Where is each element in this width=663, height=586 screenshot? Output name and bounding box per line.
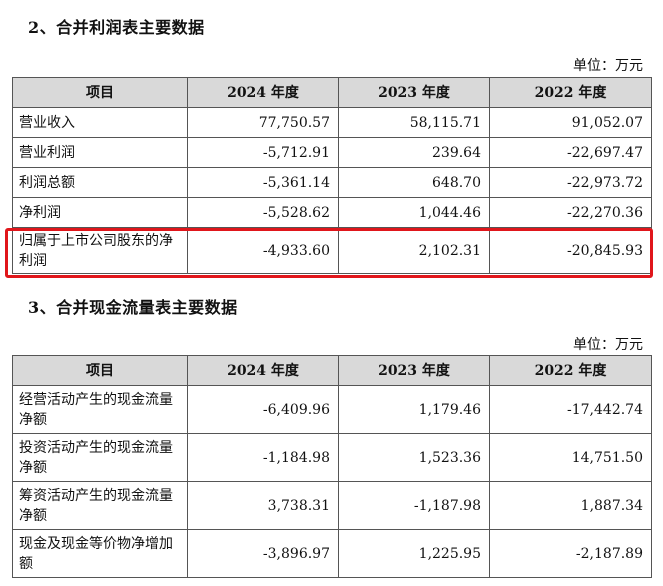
value-2022: -22,697.47 [489, 137, 652, 168]
header-2022: 2022 年度 [489, 355, 652, 386]
cashflow-section-title: 3、合并现金流量表主要数据 [28, 298, 238, 317]
table-row: 经营活动产生的现金流量净额 -6,409.96 1,179.46 -17,442… [12, 385, 652, 434]
value-2023: -1,187.98 [338, 481, 490, 530]
value-2022: -22,973.72 [489, 167, 652, 198]
value-2024: -1,184.98 [187, 433, 339, 482]
row-label: 归属于上市公司股东的净利润 [12, 227, 188, 274]
cashflow-header-row: 项目 2024 年度 2023 年度 2022 年度 [12, 355, 652, 386]
cashflow-unit-label: 单位：万元 [573, 337, 643, 353]
value-2023: 2,102.31 [338, 227, 490, 274]
header-2022: 2022 年度 [489, 77, 652, 108]
row-label: 净利润 [12, 197, 188, 228]
income-table: 项目 2024 年度 2023 年度 2022 年度 营业收入 77,750.5… [12, 77, 652, 274]
table-row: 现金及现金等价物净增加额 -3,896.97 1,225.95 -2,187.8… [12, 529, 652, 578]
row-label: 现金及现金等价物净增加额 [12, 529, 188, 578]
header-2023: 2023 年度 [338, 355, 490, 386]
value-2024: 3,738.31 [187, 481, 339, 530]
header-item: 项目 [12, 77, 188, 108]
value-2023: 239.64 [338, 137, 490, 168]
income-header-row: 项目 2024 年度 2023 年度 2022 年度 [12, 77, 652, 108]
table-row-highlighted: 归属于上市公司股东的净利润 -4,933.60 2,102.31 -20,845… [12, 227, 652, 274]
table-row: 投资活动产生的现金流量净额 -1,184.98 1,523.36 14,751.… [12, 433, 652, 482]
header-item: 项目 [12, 355, 188, 386]
value-2022: 1,887.34 [489, 481, 652, 530]
value-2022: -20,845.93 [489, 227, 652, 274]
row-label: 筹资活动产生的现金流量净额 [12, 481, 188, 530]
table-row: 营业利润 -5,712.91 239.64 -22,697.47 [12, 137, 652, 168]
value-2024: -6,409.96 [187, 385, 339, 434]
value-2022: -22,270.36 [489, 197, 652, 228]
cashflow-table: 项目 2024 年度 2023 年度 2022 年度 经营活动产生的现金流量净额… [12, 355, 652, 578]
income-section-title: 2、合并利润表主要数据 [28, 18, 205, 37]
value-2023: 1,225.95 [338, 529, 490, 578]
table-row: 利润总额 -5,361.14 648.70 -22,973.72 [12, 167, 652, 198]
row-label: 营业收入 [12, 107, 188, 138]
table-row: 筹资活动产生的现金流量净额 3,738.31 -1,187.98 1,887.3… [12, 481, 652, 530]
income-unit-label: 单位：万元 [573, 58, 643, 74]
row-label: 利润总额 [12, 167, 188, 198]
value-2022: 91,052.07 [489, 107, 652, 138]
value-2023: 58,115.71 [338, 107, 490, 138]
value-2024: -5,712.91 [187, 137, 339, 168]
value-2024: -5,361.14 [187, 167, 339, 198]
header-2023: 2023 年度 [338, 77, 490, 108]
row-label: 营业利润 [12, 137, 188, 168]
value-2022: -2,187.89 [489, 529, 652, 578]
value-2024: -5,528.62 [187, 197, 339, 228]
row-label: 投资活动产生的现金流量净额 [12, 433, 188, 482]
value-2023: 1,523.36 [338, 433, 490, 482]
value-2024: -4,933.60 [187, 227, 339, 274]
value-2022: -17,442.74 [489, 385, 652, 434]
table-row: 营业收入 77,750.57 58,115.71 91,052.07 [12, 107, 652, 138]
table-row: 净利润 -5,528.62 1,044.46 -22,270.36 [12, 197, 652, 228]
header-2024: 2024 年度 [187, 77, 339, 108]
value-2024: -3,896.97 [187, 529, 339, 578]
row-label: 经营活动产生的现金流量净额 [12, 385, 188, 434]
value-2023: 648.70 [338, 167, 490, 198]
value-2022: 14,751.50 [489, 433, 652, 482]
value-2023: 1,044.46 [338, 197, 490, 228]
header-2024: 2024 年度 [187, 355, 339, 386]
value-2024: 77,750.57 [187, 107, 339, 138]
value-2023: 1,179.46 [338, 385, 490, 434]
